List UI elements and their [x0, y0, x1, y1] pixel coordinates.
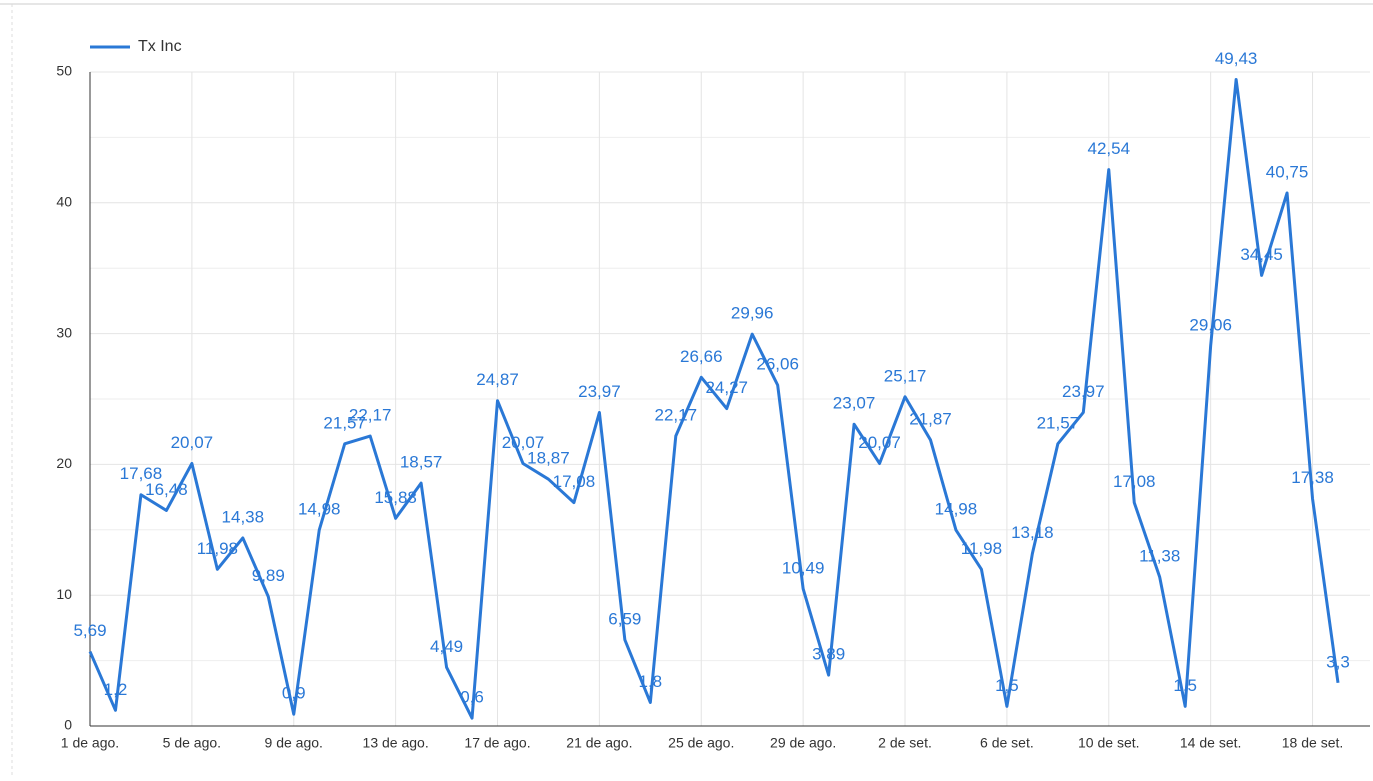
x-tick-label: 14 de set. [1180, 735, 1242, 751]
value-label: 17,08 [553, 472, 596, 491]
value-label: 13,18 [1011, 523, 1054, 542]
value-label: 16,48 [145, 480, 188, 499]
value-label: 29,06 [1189, 315, 1232, 334]
value-label: 11,38 [1139, 547, 1180, 566]
value-label: 17,68 [120, 464, 163, 483]
x-tick-label: 13 de ago. [363, 735, 429, 751]
value-label: 17,08 [1113, 472, 1156, 491]
value-label: 14,98 [935, 500, 978, 519]
value-label: 18,57 [400, 453, 443, 472]
value-label: 21,87 [909, 409, 952, 428]
value-label: 23,07 [833, 394, 876, 413]
value-label: 42,54 [1088, 139, 1131, 158]
value-label: 15,88 [374, 488, 417, 507]
value-label: 11,98 [961, 539, 1002, 558]
x-tick-label: 10 de set. [1078, 735, 1140, 751]
value-label: 21,57 [323, 413, 366, 432]
value-label: 34,45 [1240, 245, 1283, 264]
x-tick-label: 5 de ago. [163, 735, 221, 751]
value-label: 20,07 [858, 433, 901, 452]
x-tick-label: 6 de set. [980, 735, 1034, 751]
x-tick-label: 29 de ago. [770, 735, 836, 751]
value-label: 11,98 [197, 539, 238, 558]
value-label: 17,38 [1291, 468, 1334, 487]
x-tick-label: 25 de ago. [668, 735, 734, 751]
value-label: 1,8 [639, 672, 663, 691]
y-tick-label: 0 [64, 717, 72, 733]
x-tick-label: 1 de ago. [61, 735, 119, 751]
y-tick-label: 50 [56, 63, 72, 79]
value-label: 22,17 [349, 406, 392, 425]
value-label: 25,17 [884, 366, 927, 385]
value-label: 1,5 [1173, 676, 1197, 695]
value-label: 0,9 [282, 684, 306, 703]
value-label: 22,17 [655, 406, 698, 425]
x-tick-label: 21 de ago. [566, 735, 632, 751]
value-label: 3,3 [1326, 652, 1350, 671]
value-label: 20,07 [502, 433, 545, 452]
y-tick-label: 10 [56, 586, 72, 602]
value-label: 24,27 [705, 378, 748, 397]
value-label: 5,69 [73, 621, 106, 640]
legend-label: Tx Inc [138, 38, 182, 55]
value-label: 1,5 [995, 676, 1019, 695]
value-label: 18,87 [527, 449, 570, 468]
value-label: 14,98 [298, 500, 341, 519]
value-label: 4,49 [430, 637, 463, 656]
value-label: 23,97 [1062, 382, 1105, 401]
value-label: 29,96 [731, 304, 774, 323]
x-tick-label: 17 de ago. [464, 735, 530, 751]
value-label: 9,89 [252, 566, 285, 585]
value-label: 21,57 [1037, 413, 1080, 432]
value-label: 0,6 [460, 688, 484, 707]
value-label: 26,66 [680, 347, 723, 366]
x-tick-label: 9 de ago. [265, 735, 323, 751]
value-label: 24,87 [476, 370, 519, 389]
value-label: 6,59 [608, 609, 641, 628]
y-tick-label: 40 [56, 194, 72, 210]
value-label: 20,07 [171, 433, 214, 452]
value-label: 10,49 [782, 558, 825, 577]
value-label: 49,43 [1215, 49, 1258, 68]
y-tick-label: 20 [56, 455, 72, 471]
value-label: 23,97 [578, 382, 621, 401]
x-tick-label: 2 de set. [878, 735, 932, 751]
value-label: 14,38 [222, 507, 265, 526]
value-label: 40,75 [1266, 162, 1309, 181]
value-label: 26,06 [756, 355, 799, 374]
series-line [88, 77, 1340, 720]
y-tick-label: 30 [56, 324, 72, 340]
value-label: 1,2 [104, 680, 128, 699]
x-tick-label: 18 de set. [1282, 735, 1344, 751]
value-label: 3,89 [812, 645, 845, 664]
